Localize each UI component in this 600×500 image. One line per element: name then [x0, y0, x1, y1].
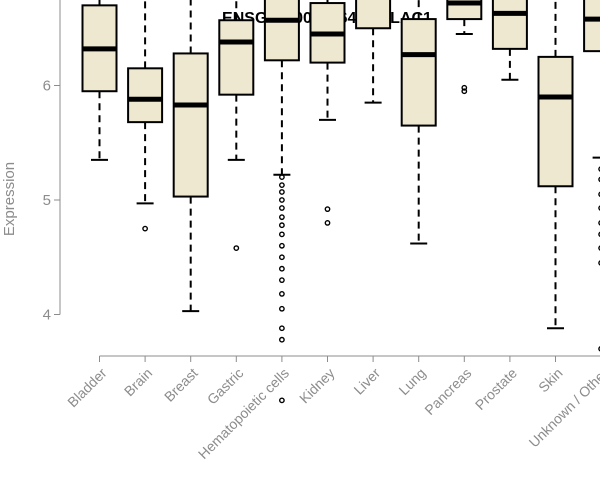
- outlier-point: [598, 176, 600, 183]
- outlier-point: [598, 346, 600, 352]
- outlier-point: [324, 206, 331, 213]
- outlier-point: [598, 191, 600, 197]
- box-liver: [355, 0, 392, 104]
- box-pancreas: [446, 0, 483, 95]
- x-tick-label: Bladder: [64, 365, 110, 411]
- x-tick-label: Liver: [350, 365, 383, 398]
- y-tick-label: 4: [43, 307, 51, 324]
- y-tick-label: 6: [43, 78, 51, 95]
- box-lung: [400, 0, 437, 245]
- box-prostate: [491, 0, 528, 81]
- x-tick-label: Prostate: [472, 365, 520, 413]
- box-bladder: [81, 0, 118, 161]
- outlier-point: [598, 231, 600, 238]
- outlier-point: [598, 245, 600, 251]
- outlier-point: [278, 397, 285, 404]
- outlier-point: [324, 219, 331, 226]
- x-tick-label: Pancreas: [421, 365, 474, 418]
- x-tick-label: Kidney: [296, 365, 338, 407]
- y-axis: 45678: [43, 0, 61, 324]
- outlier-point: [278, 214, 285, 221]
- x-tick-label: Breast: [161, 365, 201, 405]
- box-iqr: [400, 18, 437, 127]
- outlier-point: [278, 242, 285, 249]
- outlier-point: [461, 84, 468, 91]
- box-iqr: [355, 0, 392, 30]
- box-breast: [172, 0, 209, 313]
- outlier-point: [278, 205, 285, 211]
- x-tick-label: Skin: [535, 365, 566, 396]
- box-iqr: [537, 55, 574, 188]
- outlier-point: [598, 220, 600, 226]
- outlier-point: [278, 290, 285, 297]
- box-iqr: [172, 52, 209, 198]
- outlier-point: [598, 260, 600, 266]
- box-iqr: [263, 0, 300, 62]
- outlier-point: [278, 197, 285, 203]
- outlier-point: [278, 325, 285, 332]
- outlier-point: [461, 88, 468, 95]
- outlier-point: [278, 174, 285, 181]
- box-iqr: [583, 0, 600, 53]
- x-tick-label: Brain: [121, 365, 155, 399]
- outlier-point: [278, 182, 285, 189]
- y-axis-label: Expression: [1, 162, 18, 236]
- outlier-point: [278, 254, 285, 261]
- box-unknown-other: [583, 0, 600, 352]
- outlier-point: [278, 277, 285, 284]
- box-iqr: [491, 0, 528, 50]
- box-brain: [127, 0, 164, 232]
- outlier-point: [233, 245, 240, 251]
- outlier-point: [278, 265, 285, 272]
- x-tick-label: Gastric: [204, 365, 247, 408]
- outlier-point: [598, 166, 600, 172]
- outlier-point: [278, 336, 285, 343]
- outlier-point: [278, 231, 285, 238]
- box-series: [81, 0, 600, 404]
- x-tick-label: Lung: [395, 365, 428, 398]
- y-tick-label: 5: [43, 192, 51, 209]
- outlier-point: [278, 305, 285, 312]
- box-hematopoietic-cells: [263, 0, 300, 404]
- box-iqr: [127, 67, 164, 124]
- box-iqr: [218, 19, 255, 96]
- outlier-point: [142, 225, 149, 232]
- outlier-point: [278, 222, 285, 229]
- box-kidney: [309, 0, 346, 226]
- outlier-point: [278, 189, 285, 195]
- box-skin: [537, 0, 574, 330]
- outlier-point: [598, 205, 600, 211]
- x-tick-label: Hematopoietic cells: [195, 365, 292, 462]
- box-gastric: [218, 0, 255, 251]
